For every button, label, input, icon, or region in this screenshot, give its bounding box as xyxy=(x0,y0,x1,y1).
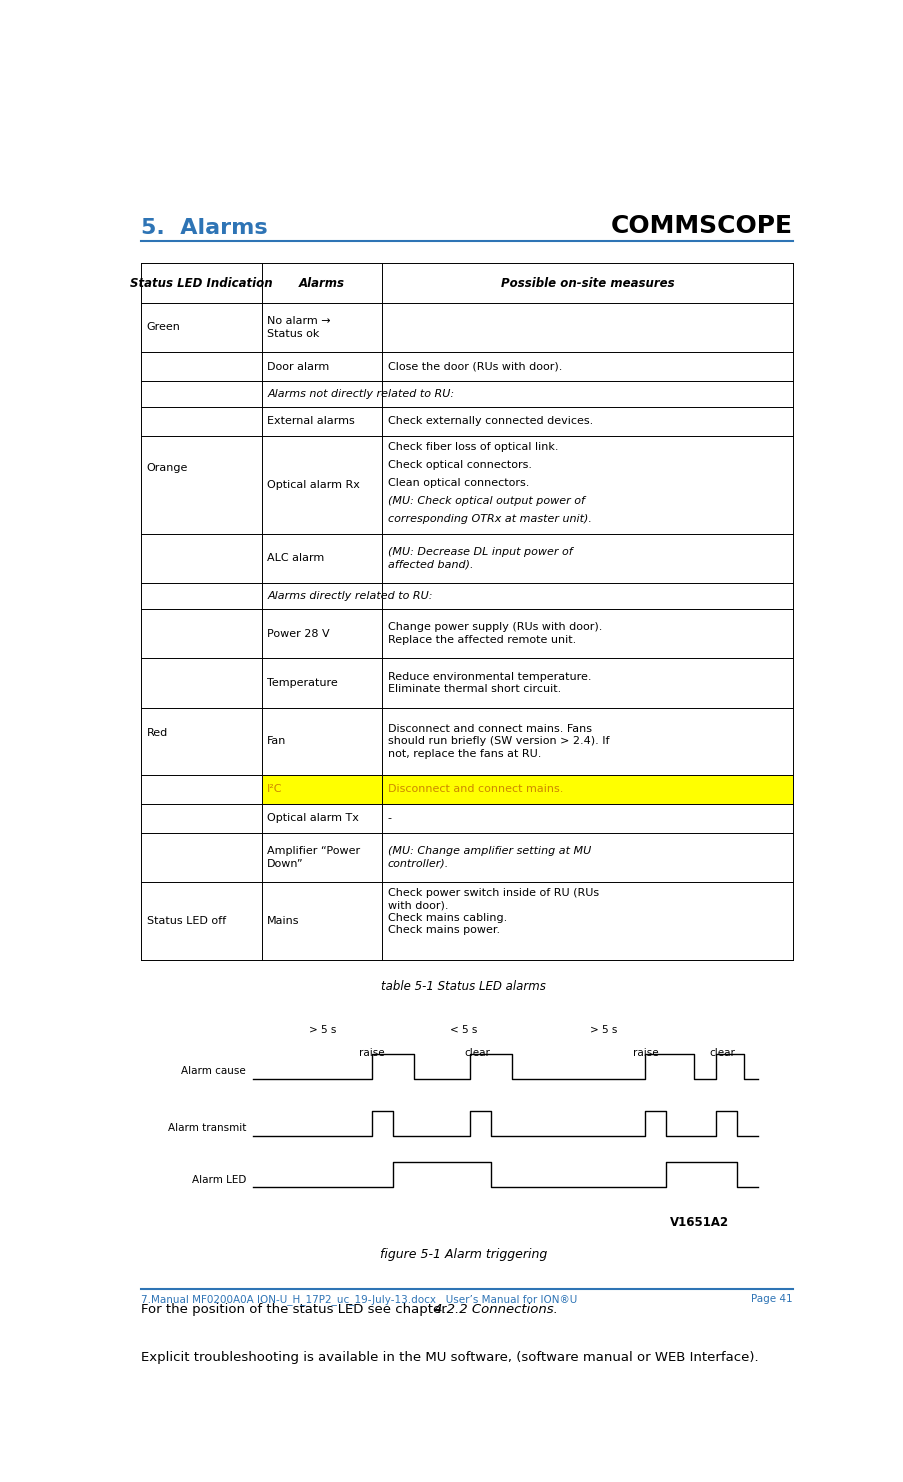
Text: corresponding OTRx at master unit).: corresponding OTRx at master unit). xyxy=(387,514,591,523)
Text: raise: raise xyxy=(632,1048,657,1058)
Text: Orange: Orange xyxy=(146,462,188,473)
Bar xyxy=(141,803,792,833)
Text: Alarms not directly related to RU:: Alarms not directly related to RU: xyxy=(267,388,454,399)
Text: Change power supply (RUs with door).
Replace the affected remote unit.: Change power supply (RUs with door). Rep… xyxy=(387,622,601,645)
Text: 7.Manual MF0200A0A ION-U_H_17P2_uc_19-July-13.docx   User’s Manual for ION®U: 7.Manual MF0200A0A ION-U_H_17P2_uc_19-Ju… xyxy=(141,1294,577,1304)
Text: Status LED off: Status LED off xyxy=(146,916,226,926)
Text: Clean optical connectors.: Clean optical connectors. xyxy=(387,479,528,488)
Text: > 5 s: > 5 s xyxy=(309,1026,337,1034)
Text: ALC alarm: ALC alarm xyxy=(267,553,324,563)
Text: Amplifier “Power
Down”: Amplifier “Power Down” xyxy=(267,846,360,868)
Text: Reduce environmental temperature.
Eliminate thermal short circuit.: Reduce environmental temperature. Elimin… xyxy=(387,671,591,695)
Text: Check optical connectors.: Check optical connectors. xyxy=(387,461,531,470)
Text: clear: clear xyxy=(464,1048,489,1058)
Bar xyxy=(141,302,792,353)
Text: Green: Green xyxy=(146,323,181,332)
Text: Check power switch inside of RU (RUs
with door).
Check mains cabling.
Check main: Check power switch inside of RU (RUs wit… xyxy=(387,888,598,935)
Bar xyxy=(141,264,792,302)
Bar xyxy=(141,775,261,803)
Text: For the position of the status LED see chapter: For the position of the status LED see c… xyxy=(141,1303,451,1316)
Text: raise: raise xyxy=(359,1048,385,1058)
Text: Explicit troubleshooting is available in the MU software, (software manual or WE: Explicit troubleshooting is available in… xyxy=(141,1352,758,1363)
Bar xyxy=(141,353,792,381)
Text: V1651A2: V1651A2 xyxy=(670,1217,729,1229)
Text: -: - xyxy=(387,814,391,823)
Bar xyxy=(141,582,792,609)
Bar xyxy=(141,658,792,708)
Text: Optical alarm Tx: Optical alarm Tx xyxy=(267,814,358,823)
Bar xyxy=(141,534,792,582)
Text: Red: Red xyxy=(146,728,168,738)
Text: Power 28 V: Power 28 V xyxy=(267,628,330,639)
Text: 5.  Alarms: 5. Alarms xyxy=(141,218,267,237)
Text: Door alarm: Door alarm xyxy=(267,362,329,372)
Text: Status LED Indication: Status LED Indication xyxy=(130,277,273,289)
Text: (MU: Decrease DL input power of
affected band).: (MU: Decrease DL input power of affected… xyxy=(387,547,572,569)
Text: I²C: I²C xyxy=(267,784,283,794)
Text: (MU: Change amplifier setting at MU
controller).: (MU: Change amplifier setting at MU cont… xyxy=(387,846,591,868)
Text: Close the door (RUs with door).: Close the door (RUs with door). xyxy=(387,362,562,372)
Text: Check externally connected devices.: Check externally connected devices. xyxy=(387,416,592,427)
Text: Possible on-site measures: Possible on-site measures xyxy=(500,277,674,289)
Bar xyxy=(261,775,382,803)
Text: External alarms: External alarms xyxy=(267,416,355,427)
Bar xyxy=(141,833,792,882)
Text: Fan: Fan xyxy=(267,737,286,747)
Text: No alarm →
Status ok: No alarm → Status ok xyxy=(267,316,330,338)
Text: clear: clear xyxy=(709,1048,735,1058)
Text: Disconnect and connect mains. Fans
should run briefly (SW version > 2.4). If
not: Disconnect and connect mains. Fans shoul… xyxy=(387,725,609,759)
Bar xyxy=(141,609,792,658)
Text: figure 5-1 Alarm triggering: figure 5-1 Alarm triggering xyxy=(379,1248,546,1261)
Text: Alarms: Alarms xyxy=(299,277,344,289)
Text: Alarm transmit: Alarm transmit xyxy=(168,1123,246,1134)
Text: Alarm LED: Alarm LED xyxy=(191,1175,246,1184)
Bar xyxy=(141,436,792,534)
Bar xyxy=(141,406,792,436)
Text: < 5 s: < 5 s xyxy=(449,1026,477,1034)
Text: Optical alarm Rx: Optical alarm Rx xyxy=(267,480,359,489)
Text: Disconnect and connect mains.: Disconnect and connect mains. xyxy=(387,784,563,794)
Text: Mains: Mains xyxy=(267,916,299,926)
Text: COMMSCOPE: COMMSCOPE xyxy=(610,215,792,239)
Text: 4.2.2 Connections.: 4.2.2 Connections. xyxy=(433,1303,557,1316)
Text: Alarms directly related to RU:: Alarms directly related to RU: xyxy=(267,591,433,602)
Bar xyxy=(141,882,792,959)
Text: Temperature: Temperature xyxy=(267,679,338,688)
Text: > 5 s: > 5 s xyxy=(589,1026,617,1034)
Bar xyxy=(141,708,792,775)
Bar xyxy=(382,775,792,803)
Bar xyxy=(141,381,792,406)
Text: Alarm cause: Alarm cause xyxy=(182,1067,246,1076)
Text: Page 41: Page 41 xyxy=(750,1294,792,1304)
Text: (MU: Check optical output power of: (MU: Check optical output power of xyxy=(387,496,584,505)
Text: table 5-1 Status LED alarms: table 5-1 Status LED alarms xyxy=(380,980,545,993)
Text: Check fiber loss of optical link.: Check fiber loss of optical link. xyxy=(387,443,557,452)
